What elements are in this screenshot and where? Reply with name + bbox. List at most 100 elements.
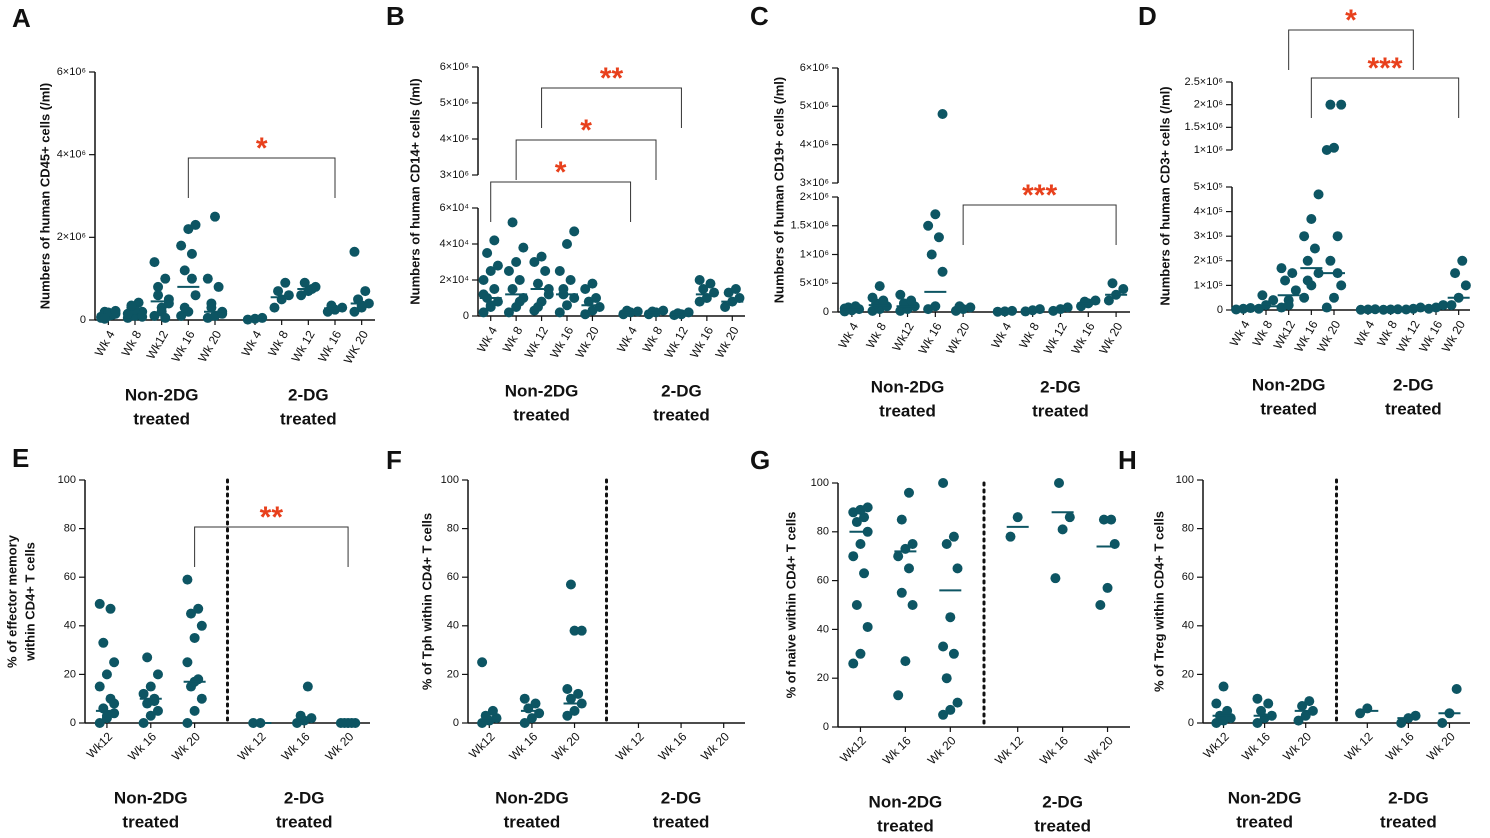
data-point [1034,304,1045,315]
data-point [1290,285,1301,296]
x-tick-label: Wk 20 [1280,729,1314,763]
data-point [269,302,280,313]
panel-label: G [750,445,770,475]
data-point [701,293,712,303]
data-point [587,278,598,289]
x-tick-label: Wk12 [1200,729,1232,761]
y-tick-label: 80 [817,526,829,538]
data-point [1309,243,1320,254]
data-point [536,251,547,262]
y-tick-label: 40 [817,623,829,635]
data-point [896,587,907,598]
group-label: Non-2DG [125,385,199,404]
data-point [1304,696,1315,707]
x-tick-label: Wk 16 [1037,733,1071,767]
data-point [907,539,918,549]
y-axis-label: Numbers of human CD19+ cells (/ml) [771,77,786,303]
group-label: treated [1380,812,1437,831]
significance-bracket [1288,29,1414,70]
group-label: treated [879,401,936,420]
x-tick-label: Wk 4 [92,328,118,359]
data-point [518,242,529,253]
group-label: treated [513,405,570,424]
data-point [511,257,522,267]
group-label: treated [504,812,561,831]
data-point [101,669,112,680]
group-label: Non-2DG [495,788,569,807]
data-point [94,718,105,728]
data-point [529,257,540,267]
group-label: 2-DG [661,788,702,807]
data-point [1057,524,1068,535]
data-point [937,266,948,277]
data-point [485,266,496,276]
y-axis-label: % of Treg within CD4+ T cells [1151,511,1166,692]
data-point [98,637,109,648]
data-point [893,551,904,562]
group-label: 2-DG [1042,792,1083,811]
y-tick-label: 3×10⁵ [1194,230,1223,242]
data-point [900,656,911,667]
y-tick-label: 4×10⁶ [440,133,469,145]
data-point [145,681,156,692]
data-point [941,673,952,684]
group-label: treated [653,812,710,831]
data-point [1336,280,1347,291]
y-tick-label: 100 [811,477,829,489]
data-point [562,239,572,249]
group-label: treated [1032,401,1089,420]
y-tick-label: 0 [1188,717,1194,729]
data-point [576,625,587,636]
y-axis-label: within CD4+ T cells [22,542,37,662]
x-tick-label: Wk 12 [235,729,269,763]
data-point [152,669,163,680]
data-point [295,710,306,721]
x-tick-label: Wk 4 [474,324,500,355]
y-tick-label: 0 [70,717,76,729]
group-label: treated [276,812,333,831]
data-point [1064,512,1075,523]
y-tick-label: 2×10⁴ [439,274,469,286]
data-point [938,709,949,720]
data-point [182,574,193,585]
data-point [855,648,866,659]
data-point [930,301,941,312]
y-tick-label: 5×10⁵ [1194,181,1223,193]
data-point [569,705,580,716]
data-point [189,632,200,643]
x-tick-label: Wk 8 [1016,320,1042,351]
y-tick-label: 80 [1182,523,1194,535]
data-point [1446,300,1457,311]
significance-label: *** [1367,52,1402,85]
y-tick-label: 80 [64,523,76,535]
data-point [945,704,956,715]
x-tick-label: Wk12 [837,733,869,765]
data-point [1450,268,1461,279]
data-point [895,289,906,300]
data-point [1012,512,1023,523]
data-point [478,289,489,300]
data-point [153,290,164,301]
data-point [658,305,669,316]
significance-label: ** [260,501,284,534]
x-tick-label: Wk12 [889,320,917,354]
data-point [694,275,705,285]
x-tick-label: Wk 16 [506,729,540,763]
y-tick-label: 40 [447,620,459,632]
data-point [867,292,878,303]
data-point [1396,718,1407,728]
data-point [1062,302,1073,313]
y-tick-label: 60 [64,571,76,583]
data-point [1325,255,1336,266]
data-point [907,600,918,610]
x-tick-label: Wk 8 [500,324,526,355]
data-point [1306,213,1317,224]
data-point [709,287,720,298]
y-tick-label: 4×10⁵ [1194,206,1223,218]
x-tick-label: Wk 12 [289,328,318,365]
data-point [903,487,914,498]
data-point [730,284,741,294]
y-tick-label: 100 [1176,474,1194,486]
data-point [569,293,580,303]
